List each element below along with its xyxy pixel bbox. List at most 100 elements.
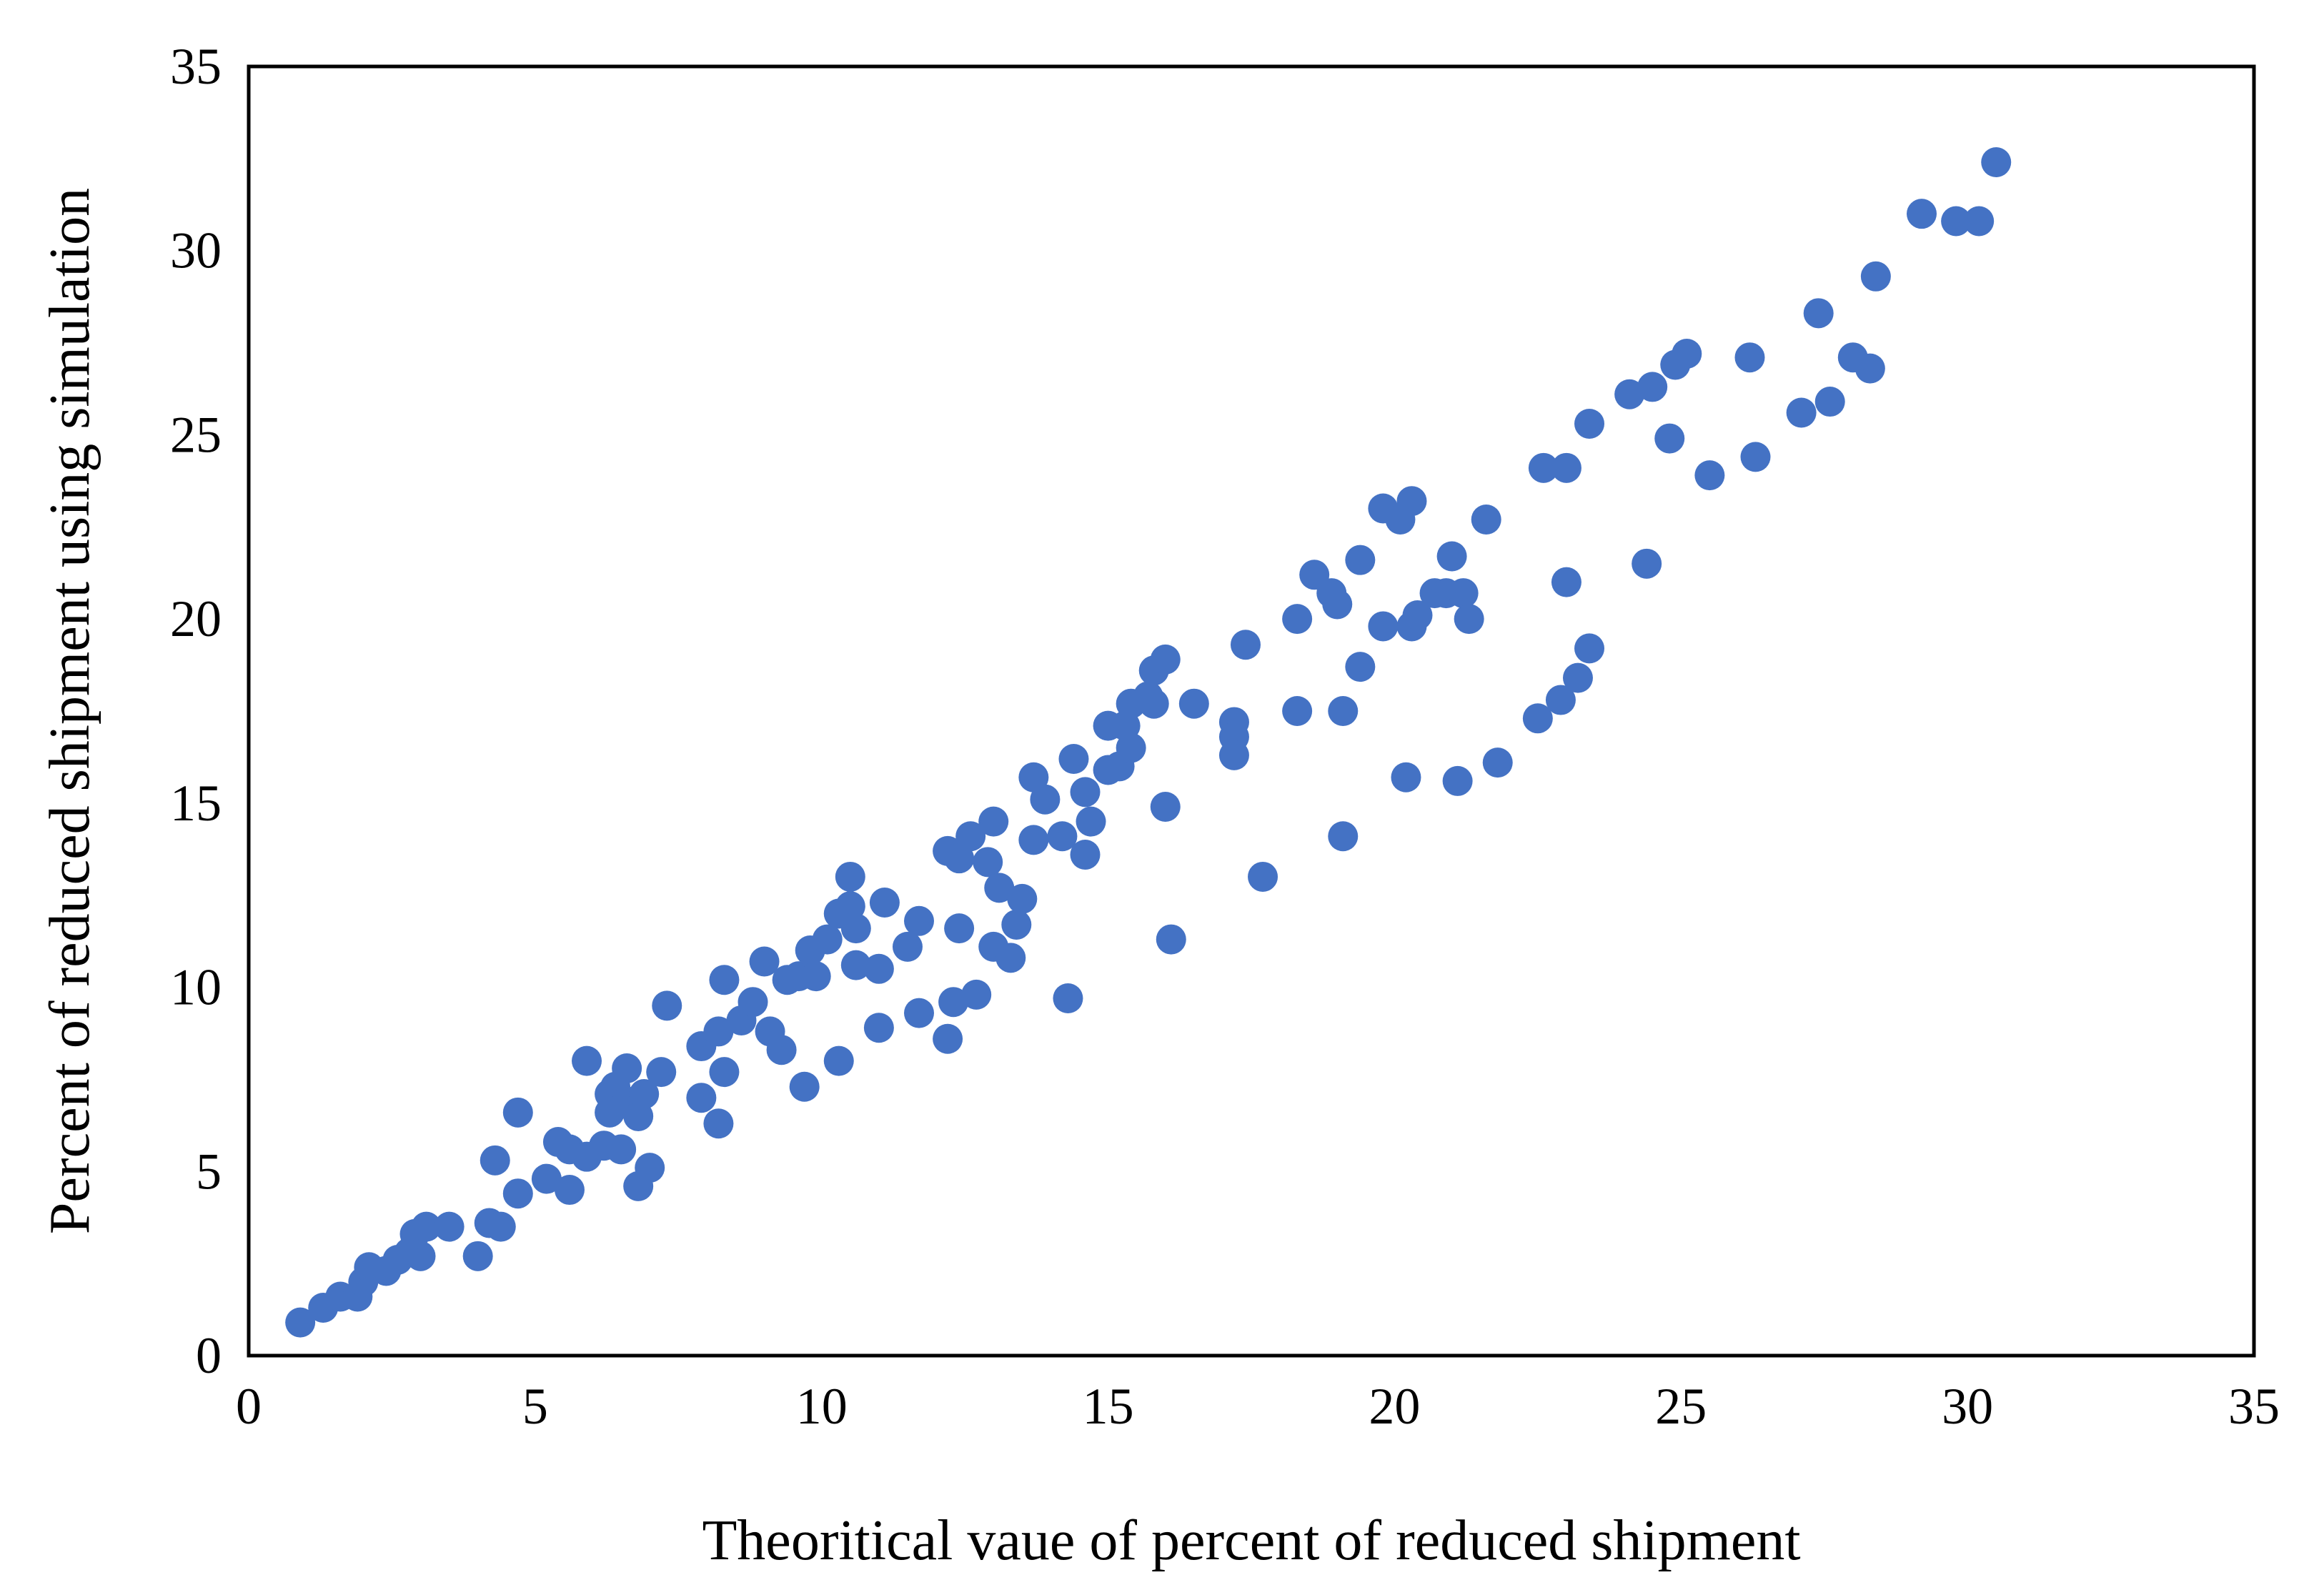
data-point — [938, 987, 969, 1018]
data-point — [1740, 442, 1771, 472]
data-point — [1047, 821, 1078, 852]
data-point — [1551, 452, 1581, 483]
data-point — [686, 1083, 717, 1113]
data-point — [789, 1071, 820, 1102]
data-point — [703, 1108, 734, 1139]
data-point — [961, 979, 992, 1010]
data-point — [1282, 604, 1313, 635]
data-point — [933, 1023, 963, 1054]
x-tick-label: 5 — [522, 1378, 548, 1435]
data-point — [1070, 777, 1101, 808]
data-point — [1436, 541, 1467, 572]
data-point — [1734, 342, 1765, 373]
data-point — [606, 1134, 637, 1165]
data-point — [995, 943, 1026, 973]
data-point — [531, 1163, 562, 1194]
data-point — [944, 843, 975, 874]
y-tick-label: 15 — [170, 775, 222, 832]
scatter-points — [285, 147, 2012, 1338]
data-point — [1391, 762, 1421, 792]
data-point — [1981, 147, 2012, 178]
data-point — [1178, 688, 1209, 719]
y-axis-title: Percent of reduced shipment using simula… — [39, 188, 101, 1234]
data-point — [1007, 883, 1038, 914]
data-point — [1396, 486, 1427, 517]
data-point — [840, 950, 871, 980]
data-point — [766, 1035, 797, 1065]
y-tick-label: 30 — [170, 222, 222, 279]
data-point — [1574, 633, 1605, 664]
data-point — [1322, 589, 1353, 620]
data-point — [1248, 861, 1278, 892]
data-point — [984, 873, 1015, 903]
data-point — [1156, 924, 1186, 955]
data-point — [1454, 604, 1484, 635]
data-point — [1654, 423, 1685, 454]
data-point — [709, 965, 740, 995]
data-point — [411, 1211, 442, 1242]
data-point — [629, 1079, 660, 1110]
x-axis-tick-labels: 0 5 10 15 20 25 30 35 — [236, 1378, 2280, 1435]
data-point — [635, 1153, 665, 1183]
data-point — [652, 990, 682, 1021]
plot-area-frame — [247, 64, 2256, 1358]
data-point — [1814, 387, 1845, 417]
data-point — [1694, 460, 1725, 491]
data-point — [892, 931, 923, 962]
data-point — [823, 1045, 854, 1076]
x-tick-label: 25 — [1655, 1378, 1707, 1435]
data-point — [863, 953, 894, 984]
y-tick-label: 20 — [170, 590, 222, 647]
x-tick-label: 10 — [796, 1378, 848, 1435]
data-point — [612, 1053, 642, 1083]
data-point — [1907, 199, 1937, 229]
data-point — [1150, 792, 1181, 823]
data-point — [1637, 372, 1668, 402]
data-point — [1786, 397, 1817, 428]
data-point — [1574, 408, 1605, 439]
data-point — [1328, 696, 1359, 726]
data-point — [646, 1057, 677, 1088]
data-point — [1545, 685, 1576, 715]
data-point — [1070, 840, 1101, 870]
data-point — [1614, 379, 1645, 409]
y-tick-label: 5 — [196, 1143, 222, 1200]
data-point — [480, 1145, 510, 1176]
data-point — [485, 1211, 516, 1242]
x-tick-label: 35 — [2228, 1378, 2280, 1435]
data-point — [1482, 747, 1513, 778]
data-point — [1053, 983, 1083, 1014]
data-point — [1551, 567, 1581, 597]
x-tick-label: 30 — [1942, 1378, 1993, 1435]
data-point — [904, 905, 935, 936]
x-axis-title: Theoritical vaue of percent of reduced s… — [702, 1509, 1800, 1572]
data-point — [1116, 732, 1146, 763]
data-point — [462, 1241, 493, 1271]
y-tick-label: 0 — [196, 1327, 222, 1384]
data-point — [978, 806, 1009, 837]
data-point — [709, 1057, 740, 1088]
data-point — [1018, 762, 1049, 792]
data-point — [1138, 688, 1169, 719]
y-axis-tick-labels: 0 5 10 15 20 25 30 35 — [170, 38, 222, 1384]
data-point — [1282, 696, 1313, 726]
data-point — [1368, 611, 1399, 642]
data-point — [1632, 548, 1662, 579]
x-tick-label: 15 — [1083, 1378, 1134, 1435]
data-point — [1058, 744, 1089, 775]
data-point — [285, 1307, 316, 1338]
data-point — [1528, 452, 1559, 483]
data-point — [1076, 806, 1106, 837]
data-point — [1562, 662, 1593, 693]
data-point — [1471, 504, 1501, 535]
data-point — [1803, 298, 1834, 329]
data-point — [1402, 600, 1433, 630]
data-point — [1448, 578, 1479, 609]
data-point — [869, 888, 900, 918]
data-point — [955, 821, 986, 852]
data-point — [1964, 206, 1995, 237]
data-point — [1860, 261, 1891, 292]
data-point — [749, 946, 780, 977]
y-tick-label: 35 — [170, 38, 222, 95]
